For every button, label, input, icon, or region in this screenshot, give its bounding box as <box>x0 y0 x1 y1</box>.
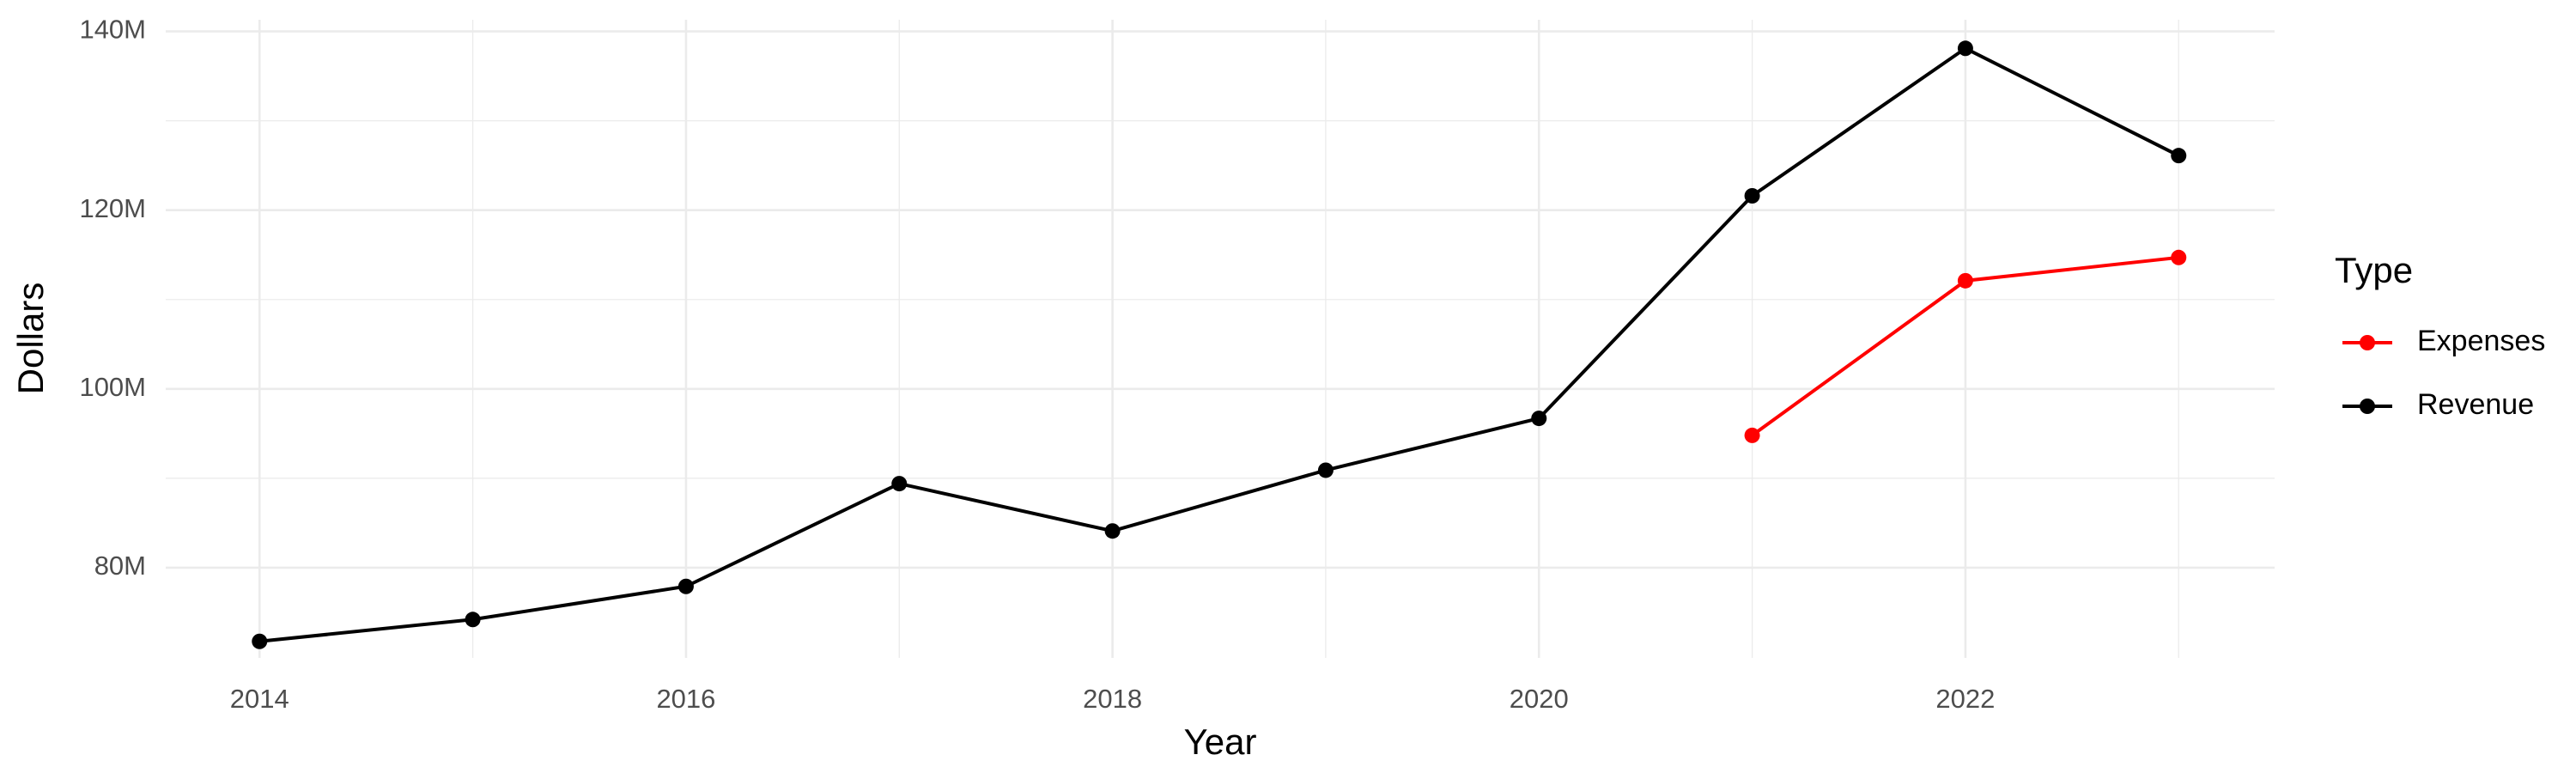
data-point <box>2171 148 2187 164</box>
data-point <box>252 633 268 649</box>
data-point <box>2171 249 2187 265</box>
x-tick-label: 2018 <box>1083 684 1142 714</box>
series-line <box>259 46 2180 643</box>
data-point <box>1957 40 1973 57</box>
legend-title: Type <box>2335 250 2413 290</box>
data-point <box>1531 411 1547 427</box>
x-tick-label: 2020 <box>1510 684 1569 714</box>
data-point <box>1744 427 1760 443</box>
x-tick-label: 2014 <box>230 684 289 714</box>
y-axis-title: Dollars <box>10 283 51 395</box>
data-point <box>465 612 481 628</box>
x-tick-label: 2022 <box>1935 684 1995 714</box>
legend-marker <box>2360 399 2375 414</box>
data-point <box>677 578 694 594</box>
y-tick-label: 80M <box>94 551 146 581</box>
legend-marker <box>2360 335 2375 350</box>
y-tick-label: 100M <box>79 372 146 402</box>
y-tick-label: 140M <box>79 15 146 45</box>
data-point <box>1317 462 1334 478</box>
data-point <box>1104 523 1121 539</box>
legend-label: Expenses <box>2417 325 2545 357</box>
legend-label: Revenue <box>2417 388 2534 421</box>
data-point <box>1744 188 1760 204</box>
x-axis-title: Year <box>1184 721 1257 762</box>
y-tick-label: 120M <box>79 193 146 223</box>
x-tick-label: 2016 <box>656 684 715 714</box>
data-point <box>891 476 908 492</box>
data-point <box>1957 272 1973 289</box>
